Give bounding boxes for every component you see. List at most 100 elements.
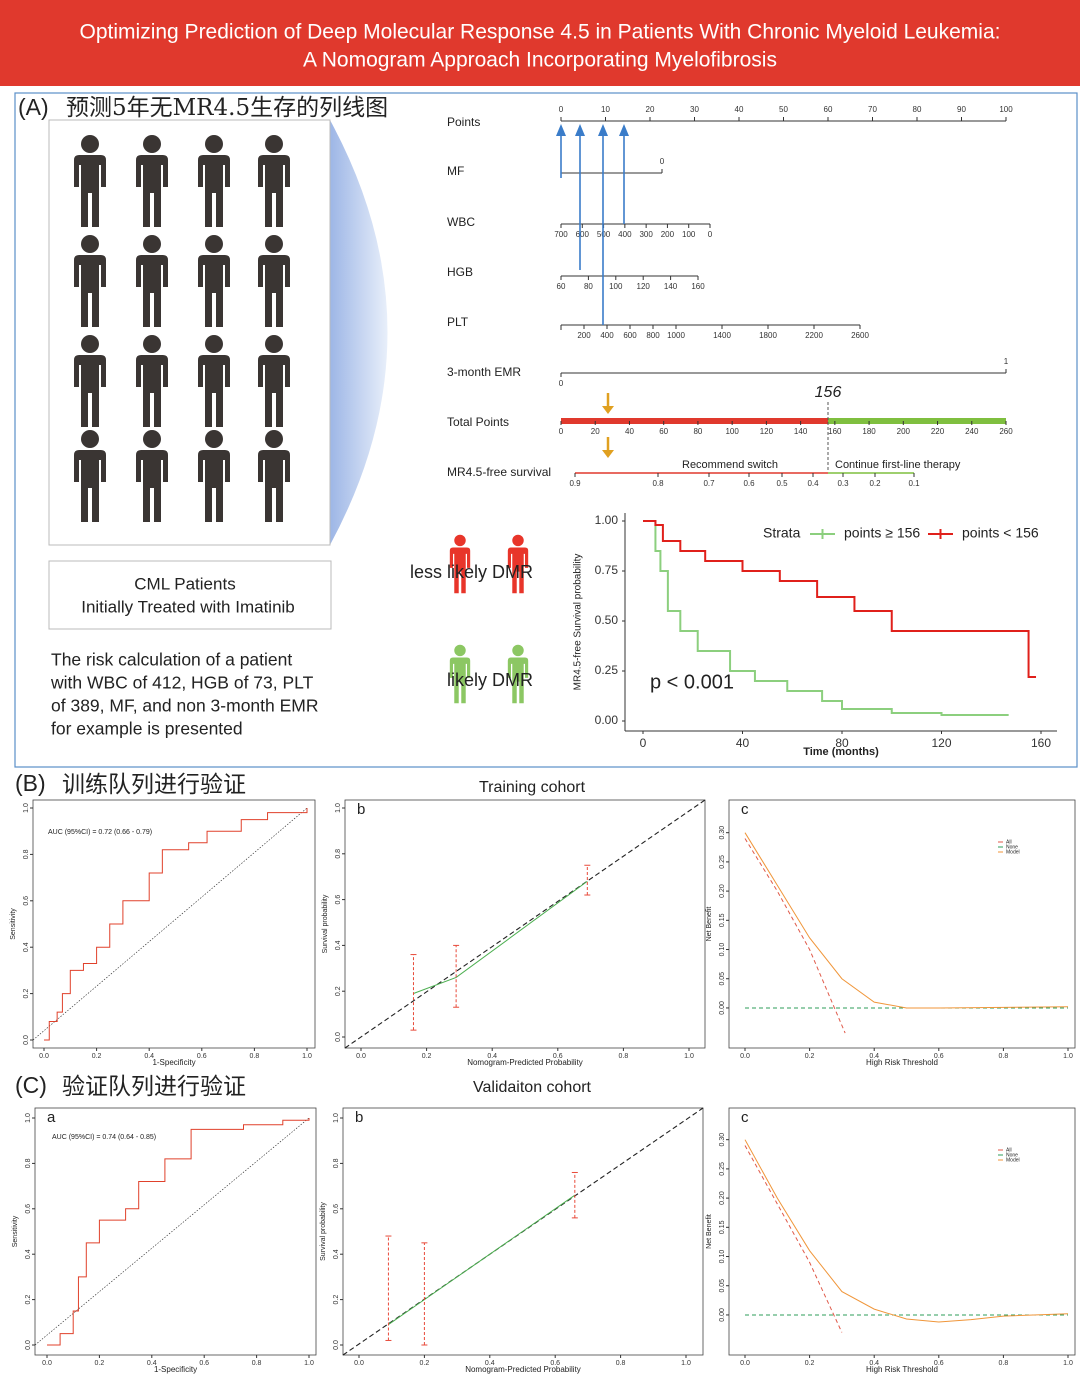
x-tick-label: 1.0 xyxy=(302,1053,312,1060)
tick-label: 160 xyxy=(691,282,705,291)
tick-label: 10 xyxy=(601,105,610,114)
risk-bar xyxy=(828,418,1006,424)
tick-label: 1800 xyxy=(759,331,777,340)
y-tick-label: 0.20 xyxy=(719,1191,726,1205)
tick-label: 500 xyxy=(597,230,611,239)
tick-label: 0 xyxy=(559,105,564,114)
x-tick-label: 0 xyxy=(640,736,647,750)
y-tick-label: 0.0 xyxy=(335,1032,342,1042)
x-axis-label: High Risk Threshold xyxy=(866,1365,938,1374)
series-line xyxy=(744,838,846,1034)
x-tick-label: 0.8 xyxy=(999,1053,1009,1060)
y-tick-label: 0.10 xyxy=(719,1250,726,1264)
guide-arrow xyxy=(619,124,629,136)
y-tick-label: 0.15 xyxy=(719,1220,726,1234)
tick-label: 0 xyxy=(660,157,665,166)
x-tick-label: 0.2 xyxy=(805,1053,815,1060)
series-line xyxy=(744,1145,843,1333)
y-tick-label: 0.0 xyxy=(23,1035,30,1045)
chart: 0.0 0.2 0.4 0.6 0.8 1.0 0.0 0.2 0.4 0.6 0.8 1.0 Nomo… xyxy=(320,1107,704,1374)
series-line xyxy=(643,520,1037,678)
y-axis-label: Net Benefit xyxy=(706,907,713,942)
panel-title: 验证队列进行验证 xyxy=(62,1074,246,1100)
annotation: AUC (95%CI) = 0.74 (0.64 - 0.85) xyxy=(52,1134,156,1141)
tick-label: 240 xyxy=(965,427,979,436)
x-tick-label: 0.4 xyxy=(485,1360,495,1367)
header-band xyxy=(0,0,1080,86)
tick-label: 0.1 xyxy=(908,479,920,488)
y-tick-label: 1.0 xyxy=(335,803,342,813)
x-tick-label: 0.2 xyxy=(95,1360,105,1367)
header-line: Optimizing Prediction of Deep Molecular … xyxy=(80,21,1001,44)
chart: 0.0 0.2 0.4 0.6 0.8 1.0 0.0 0.2 0.4 0.6 0.8 1.0 Nomo… xyxy=(322,799,706,1067)
x-tick-label: 0.8 xyxy=(616,1360,626,1367)
guide-arrow xyxy=(598,124,608,136)
tick-label: 60 xyxy=(557,282,566,291)
cohort-title: Training cohort xyxy=(479,779,586,796)
panel-label: (C) xyxy=(15,1072,47,1098)
y-tick-label: 0.0 xyxy=(333,1340,340,1350)
row-name: PLT xyxy=(447,315,469,329)
x-axis-label: Time (months) xyxy=(803,746,879,758)
tick-label: 100 xyxy=(999,105,1013,114)
example-text: The risk calculation of a patient xyxy=(51,650,292,670)
y-tick-label: 0.25 xyxy=(595,663,619,677)
tick-label: 120 xyxy=(637,282,651,291)
tick-label: 0 xyxy=(559,379,564,388)
tick-label: 0.2 xyxy=(869,479,881,488)
row-name: WBC xyxy=(447,215,475,229)
annotation: AUC (95%CI) = 0.72 (0.66 - 0.79) xyxy=(48,829,152,836)
tick-label: 20 xyxy=(591,427,600,436)
panel-a-frame xyxy=(14,92,1078,768)
tick-label: 40 xyxy=(735,105,744,114)
legend-label: None xyxy=(1006,844,1018,850)
tick-label: 20 xyxy=(646,105,655,114)
y-tick-label: 1.0 xyxy=(23,803,30,813)
panel-letter: a xyxy=(47,1109,56,1126)
x-tick-label: 0.8 xyxy=(250,1053,260,1060)
risk-text: likely DMR xyxy=(447,670,533,690)
y-tick-label: 1.00 xyxy=(595,513,619,527)
tick-label: 50 xyxy=(779,105,788,114)
x-tick-label: 0.8 xyxy=(999,1360,1009,1367)
legend-label: Model xyxy=(1006,849,1020,855)
tick-label: 120 xyxy=(760,427,774,436)
tick-label: 2600 xyxy=(851,331,869,340)
x-tick-label: 0.2 xyxy=(92,1053,102,1060)
header-line: A Nomogram Approach Incorporating Myelof… xyxy=(303,49,777,72)
tick-label: 1 xyxy=(1004,357,1009,366)
series-line xyxy=(643,520,1009,716)
row-name: MR4.5-free survival xyxy=(447,465,551,479)
x-axis-label: High Risk Threshold xyxy=(866,1058,938,1067)
tick-label: 90 xyxy=(957,105,966,114)
tick-label: 220 xyxy=(931,427,945,436)
y-tick-label: 0.2 xyxy=(333,1295,340,1305)
y-tick-label: 0.15 xyxy=(719,913,726,927)
y-tick-label: 0.50 xyxy=(595,613,619,627)
cohort-box xyxy=(48,560,332,630)
x-tick-label: 1.0 xyxy=(1063,1360,1073,1367)
tick-label: 0.5 xyxy=(776,479,788,488)
x-tick-label: 0.4 xyxy=(869,1053,879,1060)
x-tick-label: 0.0 xyxy=(740,1360,750,1367)
series-line xyxy=(744,1139,1069,1323)
x-tick-label: 1.0 xyxy=(304,1360,314,1367)
y-tick-label: 0.4 xyxy=(335,940,342,950)
example-text: for example is presented xyxy=(51,719,243,739)
tick-label: 100 xyxy=(609,282,623,291)
panel-letter: c xyxy=(741,1109,749,1126)
y-tick-label: 0.8 xyxy=(333,1158,340,1168)
x-tick-label: 40 xyxy=(736,736,750,750)
x-tick-label: 0.8 xyxy=(619,1053,629,1060)
tick-label: 0 xyxy=(708,230,713,239)
guide-arrow xyxy=(556,124,566,136)
plot-frame xyxy=(344,799,706,1049)
tick-label: 200 xyxy=(577,331,591,340)
chart: 0.0 0.2 0.4 0.6 0.8 1.0 0.0 0.2 0.4 0.6 0.8 1.0 1-Sp… xyxy=(12,1107,317,1374)
y-tick-label: 1.0 xyxy=(25,1113,32,1123)
series-line xyxy=(44,808,308,1041)
tick-label: 400 xyxy=(600,331,614,340)
legend-label: All xyxy=(1006,1147,1012,1153)
tick-label: 60 xyxy=(659,427,668,436)
panel-letter: c xyxy=(741,801,749,818)
